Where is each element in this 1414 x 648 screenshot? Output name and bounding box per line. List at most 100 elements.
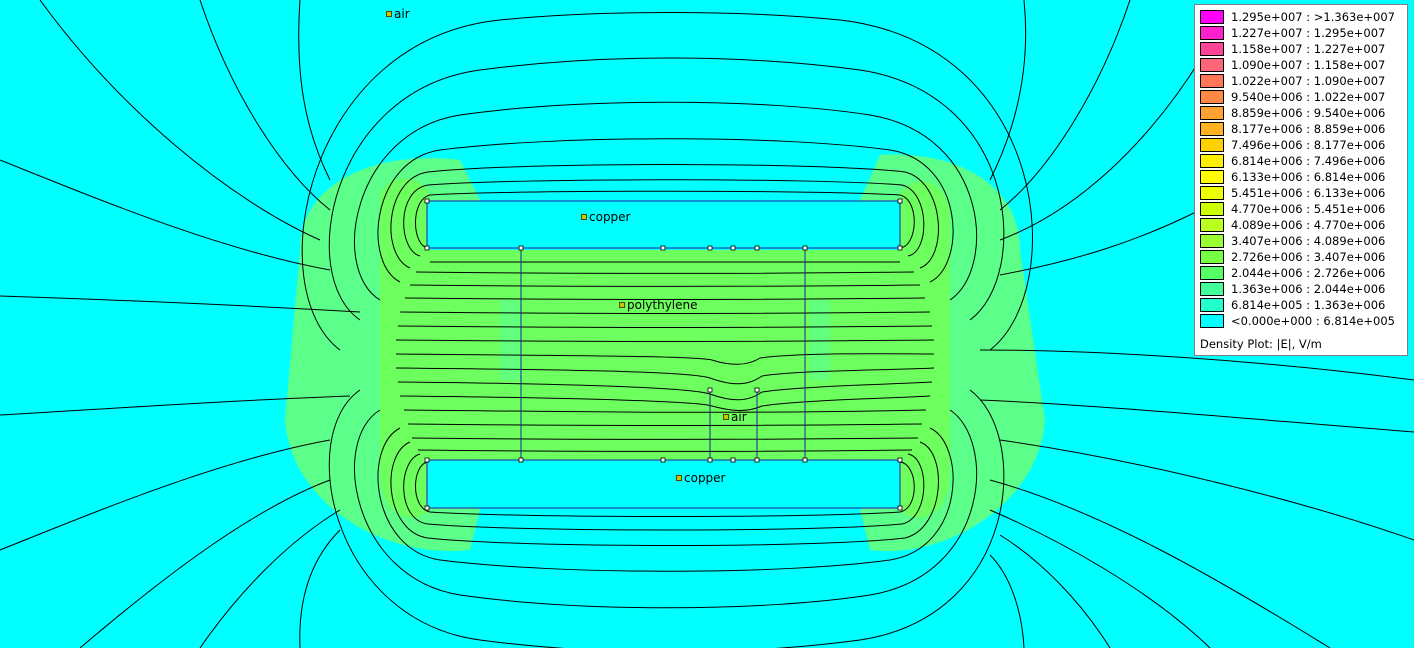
legend-range-text: 2.726e+006 : 3.407e+006 bbox=[1231, 250, 1386, 264]
legend-range-text: 6.133e+006 : 6.814e+006 bbox=[1231, 170, 1386, 184]
legend-row: 6.814e+006 : 7.496e+006 bbox=[1200, 153, 1404, 169]
contour-line bbox=[299, 529, 341, 648]
contour-line bbox=[403, 453, 925, 531]
block-label-marker bbox=[676, 475, 682, 481]
contour-line bbox=[301, 12, 1033, 351]
legend-range-text: 1.158e+007 : 1.227e+007 bbox=[1231, 42, 1386, 56]
contour-line bbox=[979, 349, 1414, 381]
contour-line bbox=[0, 439, 331, 551]
contour-line bbox=[989, 479, 1331, 648]
legend-row: 7.496e+006 : 8.177e+006 bbox=[1200, 137, 1404, 153]
contour-line bbox=[395, 353, 935, 365]
legend-swatch bbox=[1200, 298, 1224, 312]
legend-range-text: 4.089e+006 : 4.770e+006 bbox=[1231, 218, 1386, 232]
contour-line bbox=[328, 389, 1005, 648]
contour-line bbox=[407, 423, 923, 426]
contour-line bbox=[415, 271, 915, 274]
contour-line bbox=[999, 534, 1111, 648]
legend-swatch bbox=[1200, 26, 1224, 40]
contour-line bbox=[0, 395, 351, 416]
node bbox=[754, 245, 760, 251]
legend-range-text: 1.090e+007 : 1.158e+007 bbox=[1231, 58, 1386, 72]
region-label-text: copper bbox=[684, 471, 726, 485]
contour-line bbox=[399, 311, 931, 314]
region-label-copper-top: copper bbox=[581, 210, 631, 224]
node bbox=[730, 245, 736, 251]
contour-line bbox=[399, 395, 931, 411]
node bbox=[707, 457, 713, 463]
region-label-text: air bbox=[731, 410, 747, 424]
legend-row: 1.022e+007 : 1.090e+007 bbox=[1200, 73, 1404, 89]
legend-row: 8.177e+006 : 8.859e+006 bbox=[1200, 121, 1404, 137]
legend-swatch bbox=[1200, 202, 1224, 216]
legend-range-text: 1.022e+007 : 1.090e+007 bbox=[1231, 74, 1386, 88]
contour-line bbox=[199, 0, 331, 211]
node bbox=[424, 245, 430, 251]
legend-row: 8.859e+006 : 9.540e+006 bbox=[1200, 105, 1404, 121]
legend-swatch bbox=[1200, 42, 1224, 56]
node bbox=[754, 387, 760, 393]
legend-row: 1.363e+006 : 2.044e+006 bbox=[1200, 281, 1404, 297]
legend-range-text: 8.177e+006 : 8.859e+006 bbox=[1231, 122, 1386, 136]
legend-swatch bbox=[1200, 266, 1224, 280]
legend-range-text: <0.000e+000 : 6.814e+005 bbox=[1231, 314, 1395, 328]
node bbox=[518, 457, 524, 463]
field-density-core bbox=[380, 178, 950, 518]
legend-swatch bbox=[1200, 218, 1224, 232]
legend-row: 6.814e+005 : 1.363e+006 bbox=[1200, 297, 1404, 313]
legend-range-text: 9.540e+006 : 1.022e+007 bbox=[1231, 90, 1386, 104]
region-label-polyethylene: polythylene bbox=[619, 298, 698, 312]
legend-row: <0.000e+000 : 6.814e+005 bbox=[1200, 313, 1404, 329]
contour-line bbox=[390, 164, 939, 269]
node bbox=[897, 245, 903, 251]
region-label-text: copper bbox=[589, 210, 631, 224]
legend-swatch bbox=[1200, 186, 1224, 200]
node bbox=[660, 457, 666, 463]
region-label-copper-bottom: copper bbox=[676, 471, 726, 485]
contour-line bbox=[409, 284, 921, 287]
legend-range-text: 6.814e+006 : 7.496e+006 bbox=[1231, 154, 1386, 168]
region-label-text: polythylene bbox=[627, 298, 698, 312]
legend-row: 5.451e+006 : 6.133e+006 bbox=[1200, 185, 1404, 201]
contour-line bbox=[39, 0, 321, 241]
contour-line bbox=[989, 0, 1027, 181]
contour-line bbox=[979, 399, 1414, 433]
legend-row: 9.540e+006 : 1.022e+007 bbox=[1200, 89, 1404, 105]
legend-range-text: 8.859e+006 : 9.540e+006 bbox=[1231, 106, 1386, 120]
node bbox=[897, 198, 903, 204]
legend-range-text: 6.814e+005 : 1.363e+006 bbox=[1231, 298, 1386, 312]
contour-line bbox=[395, 339, 935, 342]
legend-swatch bbox=[1200, 138, 1224, 152]
contour-line bbox=[999, 209, 1201, 276]
contour-line bbox=[354, 101, 977, 301]
legend-row: 3.407e+006 : 4.089e+006 bbox=[1200, 233, 1404, 249]
node bbox=[518, 245, 524, 251]
node bbox=[424, 505, 430, 511]
region-label-air-gap: air bbox=[723, 410, 747, 424]
copper-electrode-bottom bbox=[426, 459, 901, 509]
contour-line bbox=[79, 479, 331, 648]
contour-line bbox=[411, 437, 919, 440]
region-label-text: air bbox=[394, 7, 410, 21]
node bbox=[802, 457, 808, 463]
block-label-marker bbox=[723, 414, 729, 420]
legend-swatch bbox=[1200, 250, 1224, 264]
density-legend: 1.295e+007 : >1.363e+007 1.227e+007 : 1.2… bbox=[1194, 4, 1408, 356]
node bbox=[707, 245, 713, 251]
node bbox=[897, 505, 903, 511]
legend-title: Density Plot: |E|, V/m bbox=[1200, 337, 1322, 351]
legend-range-text: 7.496e+006 : 8.177e+006 bbox=[1231, 138, 1386, 152]
contour-line bbox=[354, 409, 977, 609]
node bbox=[424, 457, 430, 463]
legend-swatch bbox=[1200, 106, 1224, 120]
contour-line bbox=[397, 381, 933, 401]
legend-swatch bbox=[1200, 154, 1224, 168]
contour-line bbox=[328, 57, 1005, 321]
legend-range-text: 3.407e+006 : 4.089e+006 bbox=[1231, 234, 1386, 248]
region-label-air-top: air bbox=[386, 7, 410, 21]
node bbox=[660, 245, 666, 251]
legend-range-text: 1.295e+007 : >1.363e+007 bbox=[1231, 10, 1395, 24]
legend-row: 2.044e+006 : 2.726e+006 bbox=[1200, 265, 1404, 281]
contour-line bbox=[390, 441, 939, 546]
